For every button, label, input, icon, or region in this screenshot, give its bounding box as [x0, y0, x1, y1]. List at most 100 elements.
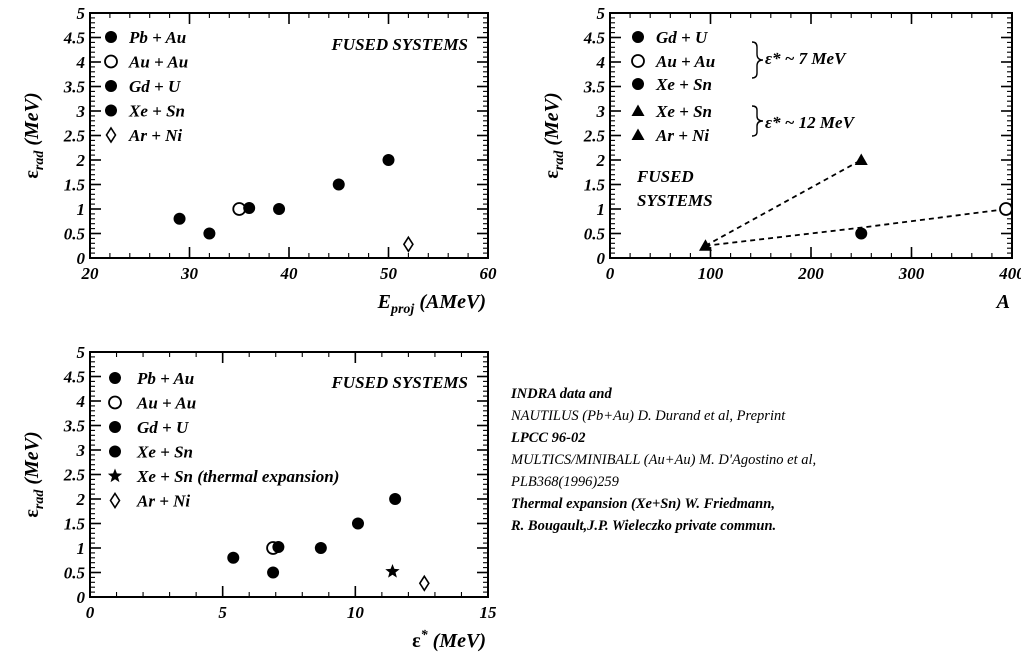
data-point — [203, 227, 216, 240]
data-point — [382, 154, 395, 166]
legend-label: Au + Au — [128, 53, 188, 72]
legend-marker — [109, 372, 121, 384]
data-point — [698, 239, 712, 251]
y-tick-label: 4 — [596, 53, 606, 72]
x-tick-label: 50 — [380, 264, 398, 283]
y-tick-label: 1.5 — [64, 176, 86, 195]
y-tick-label: 0 — [77, 588, 86, 607]
dashed-trend-line — [705, 208, 1008, 247]
fused-systems-label: FUSED SYSTEMS — [330, 35, 468, 54]
x-tick-label: 0 — [606, 264, 615, 283]
note-line: INDRA data and — [511, 386, 612, 402]
y-tick-label: 2.5 — [63, 127, 86, 146]
y-tick-label: 4.5 — [63, 29, 86, 48]
data-point — [272, 541, 285, 554]
x-tick-label: 5 — [218, 603, 227, 622]
y-tick-label: 3 — [76, 441, 86, 460]
data-point — [173, 212, 186, 225]
group-label: ε* ~ 7 MeV — [765, 49, 847, 68]
legend-label: Au + Au — [655, 52, 715, 71]
fused-systems-label: SYSTEMS — [637, 191, 713, 210]
data-point — [855, 227, 868, 240]
data-point — [999, 202, 1013, 216]
y-tick-label: 2 — [76, 151, 86, 170]
legend-marker — [104, 54, 118, 69]
legend-marker — [105, 104, 117, 117]
note-line: PLB368(1996)259 — [511, 474, 619, 490]
chart-panel-p2: 0 0.5 1 1.5 2 2.5 3 3.5 4 4.5 5 0 100 200 300 400 εrad (… — [541, 4, 1021, 313]
legend-label: Xe + Sn — [128, 102, 185, 121]
chart-panel-p3: 0 0.5 1 1.5 2 2.5 3 3.5 4 4.5 5 0 5 10 15 εrad (MeV) ε* … — [21, 343, 497, 652]
legend-marker — [105, 126, 117, 144]
legend-label: Pb + Au — [128, 28, 186, 47]
legend-marker — [632, 78, 644, 90]
y-tick-label: 5 — [597, 4, 606, 23]
group-brace — [751, 41, 764, 79]
x-axis-label: ε* (MeV) — [412, 628, 486, 652]
y-tick-label: 1.5 — [584, 176, 606, 195]
note-line: LPCC 96-02 — [511, 430, 586, 446]
y-tick-label: 1.5 — [64, 515, 86, 534]
y-tick-label: 3.5 — [583, 78, 606, 97]
x-tick-label: 40 — [280, 264, 299, 283]
legend-marker — [631, 54, 645, 68]
reference-notes: INDRA data and NAUTILUS (Pb+Au) D. Duran… — [511, 383, 1016, 537]
y-tick-label: 2.5 — [583, 127, 606, 146]
legend-marker — [105, 31, 117, 43]
y-tick-label: 0.5 — [64, 225, 86, 244]
x-axis-label: Eproj (AMeV) — [377, 291, 486, 317]
legend-label: Au + Au — [136, 394, 196, 413]
x-tick-label: 30 — [180, 264, 199, 283]
note-line: Thermal expansion (Xe+Sn) W. Friedmann, — [511, 496, 775, 512]
legend-marker — [108, 395, 122, 410]
y-tick-label: 5 — [77, 4, 86, 23]
y-axis-label: εrad (MeV) — [21, 431, 47, 517]
data-point — [418, 574, 430, 592]
group-brace — [751, 105, 764, 137]
y-tick-label: 3.5 — [63, 78, 86, 97]
legend-label: Xe + Sn — [655, 102, 712, 121]
y-tick-label: 5 — [77, 343, 86, 362]
data-point — [351, 517, 364, 530]
data-point — [389, 493, 402, 505]
y-tick-label: 3 — [596, 102, 606, 121]
chart-panel-p1: 0 0.5 1 1.5 2 2.5 3 3.5 4 4.5 5 20 30 40 50 60 εrad (MeV… — [21, 4, 497, 317]
legend-label: Ar + Ni — [128, 126, 182, 145]
y-tick-label: 1 — [77, 539, 86, 558]
data-point — [332, 178, 345, 191]
legend-label: Gd + U — [129, 77, 181, 96]
legend-label: Gd + U — [656, 28, 708, 47]
fused-systems-label: FUSED SYSTEMS — [330, 373, 468, 392]
legend-marker — [631, 104, 645, 116]
fused-systems-label: FUSED — [636, 167, 694, 186]
y-tick-label: 4 — [76, 53, 86, 72]
y-tick-label: 0 — [597, 249, 606, 268]
legend-marker — [105, 80, 117, 92]
x-tick-label: 100 — [698, 264, 724, 283]
data-point — [385, 564, 400, 578]
data-point — [854, 153, 868, 165]
y-tick-label: 4.5 — [583, 29, 606, 48]
y-tick-label: 2 — [596, 151, 606, 170]
note-line: R. Bougault,J.P. Wieleczko private commu… — [511, 518, 777, 534]
y-tick-label: 0.5 — [64, 564, 86, 583]
legend-marker — [109, 492, 121, 509]
x-tick-label: 0 — [86, 603, 95, 622]
legend-marker — [632, 31, 644, 43]
legend-marker — [109, 445, 121, 458]
legend-label: Xe + Sn — [655, 75, 712, 94]
y-axis-label: εrad (MeV) — [541, 92, 567, 178]
note-line: NAUTILUS (Pb+Au) D. Durand et al, Prepri… — [511, 408, 786, 424]
y-tick-label: 2 — [76, 490, 86, 509]
x-tick-label: 20 — [81, 264, 100, 283]
x-axis-label: A — [995, 291, 1010, 313]
data-point — [314, 542, 327, 554]
legend-label: Pb + Au — [136, 369, 194, 388]
x-tick-label: 10 — [347, 603, 365, 622]
data-point — [227, 551, 240, 564]
dashed-trend-line — [705, 159, 862, 247]
data-point — [402, 235, 414, 253]
y-tick-label: 3.5 — [63, 417, 86, 436]
legend-label: Ar + Ni — [655, 126, 709, 145]
